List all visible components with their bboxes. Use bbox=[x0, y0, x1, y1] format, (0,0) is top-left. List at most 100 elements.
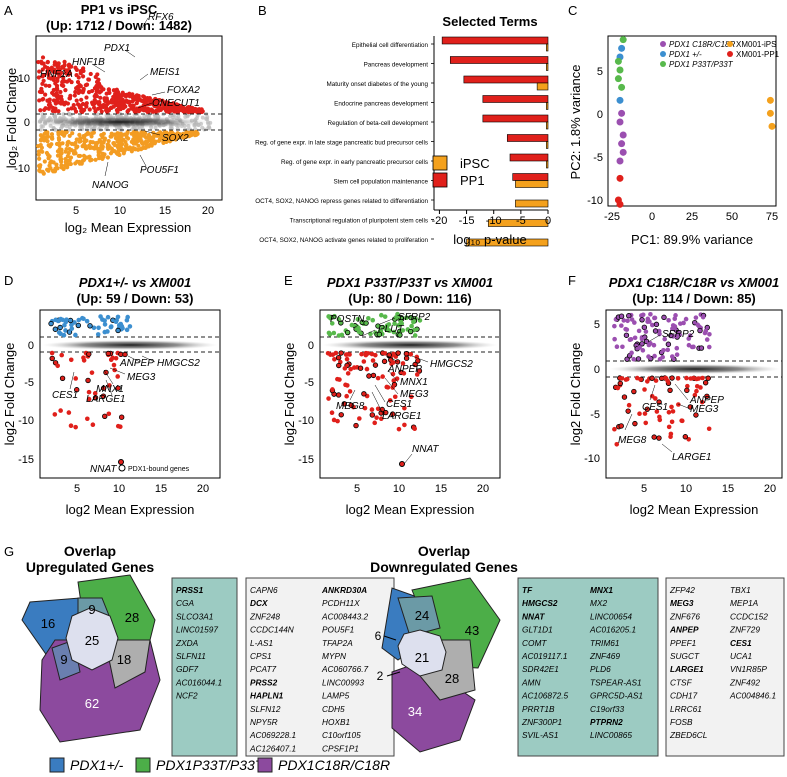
ma-point-down bbox=[348, 402, 354, 408]
ma-point-up bbox=[349, 322, 355, 328]
ma-point-up bbox=[69, 106, 74, 111]
x-tick-label: -5 bbox=[516, 215, 526, 227]
ma-point-up bbox=[646, 354, 651, 359]
panel-d-density bbox=[42, 340, 218, 350]
gene-label: SFRP2 bbox=[398, 312, 431, 323]
ma-point-up bbox=[38, 108, 43, 113]
ma-point-up bbox=[91, 105, 97, 110]
ma-point-up bbox=[134, 101, 139, 106]
ma-point-up bbox=[114, 98, 119, 103]
ma-point-down bbox=[106, 138, 111, 144]
gene-label: HMGCS2 bbox=[157, 358, 200, 369]
legend-label: PDX1 C18R/C18R bbox=[669, 40, 735, 49]
ma-point-up bbox=[657, 356, 663, 362]
ma-point-up bbox=[59, 99, 64, 104]
ma-point-down bbox=[115, 385, 121, 391]
ma-point-up bbox=[703, 328, 709, 334]
label-line bbox=[139, 73, 149, 81]
ma-point-up bbox=[71, 102, 76, 108]
gene-list-item: FOSB bbox=[670, 717, 693, 727]
ma-point-ns bbox=[195, 113, 200, 118]
ma-point-down bbox=[158, 132, 163, 138]
panel-c: C PDX1 C18R/C18R PDX1 +/- PDX1 P33T/P33T… bbox=[568, 3, 780, 247]
gene-label: NNAT bbox=[90, 464, 117, 475]
ma-point-up bbox=[683, 316, 689, 322]
ma-point-down bbox=[58, 408, 63, 413]
ma-point-down bbox=[637, 411, 642, 417]
ma-point-down bbox=[107, 383, 112, 388]
panel-letter-b: B bbox=[258, 3, 267, 18]
ma-point-up bbox=[404, 315, 409, 321]
ma-point-up bbox=[80, 74, 86, 79]
bar-ipsc bbox=[546, 43, 549, 52]
ma-point-up bbox=[672, 316, 678, 322]
ma-point-down bbox=[351, 365, 357, 370]
ma-point-down bbox=[382, 351, 388, 356]
panel-d-xlabel: log2 Mean Expression bbox=[66, 502, 195, 517]
bar-pp1 bbox=[506, 134, 549, 142]
ma-point-down bbox=[679, 418, 684, 423]
gene-label: LARGE1 bbox=[382, 411, 421, 422]
x-tick: 5 bbox=[354, 483, 360, 495]
ma-point-up bbox=[677, 332, 682, 338]
ma-point-down bbox=[110, 355, 115, 361]
label-line bbox=[674, 383, 689, 401]
label-line bbox=[104, 161, 109, 177]
ma-point-up bbox=[134, 93, 140, 98]
gene-list-item: PRRT1B bbox=[522, 704, 555, 714]
label-line bbox=[105, 379, 113, 396]
label-line bbox=[59, 71, 67, 79]
ma-point-down bbox=[337, 377, 342, 382]
down-venn: 6 24 43 21 2 28 34 bbox=[375, 577, 501, 753]
ma-point-up bbox=[48, 320, 54, 327]
gene-list-item: SLCO3A1 bbox=[176, 611, 213, 621]
x-tick: 10 bbox=[113, 483, 125, 495]
gene-list-item: NPY5R bbox=[250, 717, 278, 727]
ma-point-down bbox=[118, 142, 123, 147]
ma-point-up bbox=[693, 315, 699, 320]
gene-label: MEG3 bbox=[127, 372, 156, 383]
ma-point-down bbox=[389, 411, 396, 417]
ma-point-up bbox=[109, 97, 115, 103]
ma-point-up bbox=[636, 328, 642, 334]
ma-point-down bbox=[59, 375, 66, 381]
gene-label: MEG8 bbox=[618, 435, 647, 446]
label-line bbox=[386, 671, 401, 677]
ma-point-down bbox=[194, 132, 199, 137]
ma-point-down bbox=[669, 375, 675, 381]
ma-point-down bbox=[129, 139, 134, 144]
gene-list-item: HAPLN1 bbox=[250, 691, 284, 701]
ma-point-up bbox=[142, 94, 147, 100]
ma-point-down bbox=[374, 415, 379, 420]
ma-point-down bbox=[142, 140, 148, 145]
ma-point-ns bbox=[200, 125, 205, 130]
legend-swatch-ipsc bbox=[432, 155, 448, 171]
ma-point-up bbox=[79, 97, 84, 102]
ma-point-down bbox=[179, 133, 184, 139]
gene-list-item: MEG3 bbox=[670, 598, 694, 608]
down-title-line1: Overlap bbox=[418, 543, 470, 559]
ma-point-up bbox=[46, 106, 51, 111]
ma-point-up bbox=[62, 79, 67, 84]
ma-point-up bbox=[81, 86, 86, 92]
up-title-line1: Overlap bbox=[64, 543, 116, 559]
ma-point-up bbox=[81, 316, 86, 322]
ma-point-up bbox=[645, 316, 651, 322]
ma-point-ns bbox=[40, 124, 45, 129]
ma-point-up bbox=[86, 77, 91, 82]
ma-point-down bbox=[116, 132, 121, 137]
ma-point-up bbox=[344, 329, 351, 336]
ma-point-up bbox=[69, 326, 75, 331]
ma-point-down bbox=[336, 362, 342, 369]
ma-point-down bbox=[146, 135, 152, 140]
ma-point-down bbox=[345, 371, 351, 376]
ma-point-down bbox=[92, 146, 97, 151]
panel-a-subtitle: (Up: 1712 / Down: 1482) bbox=[46, 18, 192, 33]
gene-label: HNF1A bbox=[40, 69, 73, 80]
gene-list-item: TFAP2A bbox=[322, 638, 353, 648]
gene-list-item: LINC01597 bbox=[176, 625, 218, 635]
ma-point-down bbox=[85, 130, 91, 136]
panel-c-xlabel: PC1: 89.9% variance bbox=[631, 232, 753, 247]
ma-point-down bbox=[335, 355, 342, 361]
ma-point-up bbox=[150, 109, 155, 114]
